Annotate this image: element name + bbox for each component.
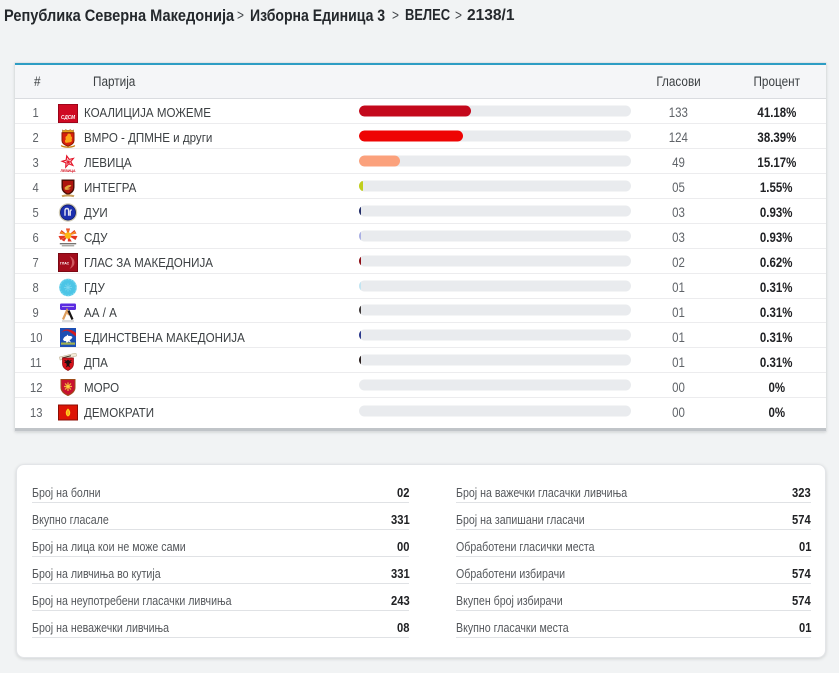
- svg-text:ГЛАС: ГЛАС: [60, 262, 70, 266]
- svg-text:СДСМ: СДСМ: [61, 115, 76, 121]
- svg-text:ЛЕВИЦА: ЛЕВИЦА: [61, 169, 76, 173]
